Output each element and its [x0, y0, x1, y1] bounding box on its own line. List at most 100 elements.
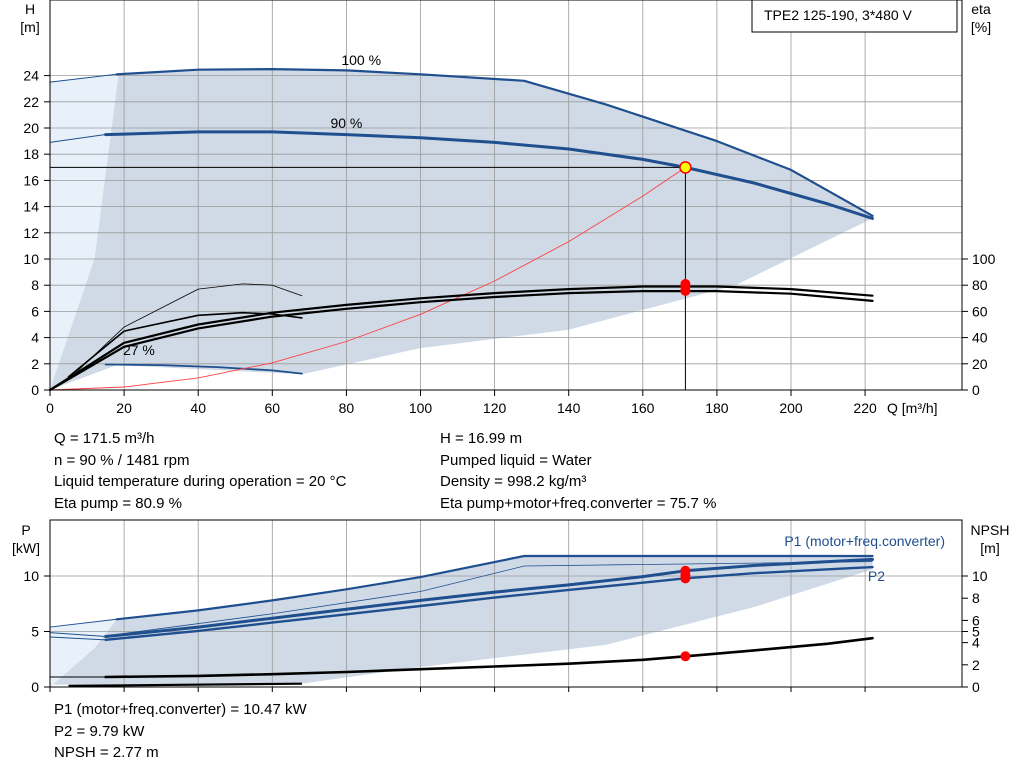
- curve-90: [104, 130, 874, 220]
- y-tick-label: 10: [23, 568, 39, 584]
- y2-tick-label: 2: [972, 657, 980, 673]
- lower-duty-markers: [680, 565, 691, 662]
- y-axis-unit: [m]: [20, 19, 39, 35]
- curve-100-extension: [49, 73, 117, 83]
- info-npsh: NPSH = 2.77 m: [54, 744, 159, 761]
- info-speed: n = 90 % / 1481 rpm: [54, 451, 190, 469]
- x-tick-label: 180: [705, 400, 729, 416]
- y2-tick-label: 40: [972, 330, 988, 346]
- curve-27: [104, 363, 303, 375]
- p1-curve: [104, 557, 874, 638]
- info-eta-total: Eta pump+motor+freq.converter = 75.7 %: [440, 494, 717, 512]
- x-tick-label: 220: [853, 400, 877, 416]
- y2-tick-label: 10: [972, 568, 988, 584]
- x-tick-label: 80: [339, 400, 355, 416]
- operating-area-polygon: [50, 69, 873, 391]
- p2-curve: [104, 565, 874, 641]
- y-tick-label: 5: [31, 624, 39, 640]
- label-90: 90 %: [330, 115, 362, 131]
- info-flow: Q = 171.5 m³/h: [54, 430, 155, 447]
- label-p1: P1 (motor+freq.converter): [784, 533, 945, 549]
- y-tick-label: 24: [23, 68, 39, 84]
- info-density: Density = 998.2 kg/m³: [440, 473, 587, 490]
- y-tick-label: 0: [31, 382, 39, 398]
- x-tick-label: 60: [265, 400, 281, 416]
- title-box: [751, 0, 958, 33]
- y-tick-label: 0: [31, 679, 39, 695]
- y2-tick-label: 80: [972, 277, 988, 293]
- power-area-polygon: [50, 556, 873, 687]
- system-curve: [49, 166, 686, 391]
- curve-100: [115, 67, 874, 217]
- y-tick-label: 18: [23, 146, 39, 162]
- p-mid-marker: [680, 569, 691, 580]
- eta-curve-1: [48, 285, 874, 392]
- label-p2: P2: [868, 568, 885, 584]
- eta-curve-low-1: [67, 311, 303, 378]
- info-p1: P1 (motor+freq.converter) = 10.47 kW: [54, 701, 307, 718]
- y2-tick-label: 0: [972, 382, 980, 398]
- y-axis-label: P: [21, 522, 30, 538]
- x-tick-label: 160: [631, 400, 655, 416]
- p-max-curve: [115, 554, 874, 621]
- y2-tick-label: 6: [972, 612, 980, 628]
- y2-tick-label: 5: [972, 624, 980, 640]
- label-27: 27 %: [123, 342, 155, 358]
- chart-title: TPE2 125-190, 3*480 V: [764, 7, 913, 23]
- y2-axis-unit: [m]: [980, 540, 999, 556]
- x-tick-label: 20: [116, 400, 132, 416]
- y-tick-label: 4: [31, 330, 39, 346]
- p-max-thin: [105, 561, 873, 637]
- y-tick-label: 20: [23, 120, 39, 136]
- eta-marker: [680, 281, 691, 292]
- info-head: H = 16.99 m: [440, 430, 523, 447]
- p-low-curve: [68, 682, 302, 687]
- upper-duty-markers: [50, 161, 692, 390]
- upper-curves: 100 % 90 % 27 %: [48, 52, 874, 392]
- info-p2: P2 = 9.79 kW: [54, 722, 145, 740]
- y-axis-label: H: [25, 1, 35, 17]
- label-100: 100 %: [341, 52, 381, 68]
- y-tick-label: 6: [31, 303, 39, 319]
- y2-tick-label: 4: [972, 635, 980, 651]
- y2-tick-label: 100: [972, 251, 996, 267]
- info-pumped-liquid: Pumped liquid = Water: [440, 451, 592, 469]
- duty-info-left: Q = 171.5 m³/h n = 90 % / 1481 rpm Liqui…: [54, 428, 346, 514]
- y-tick-label: 12: [23, 225, 39, 241]
- lower-curves: P1 (motor+freq.converter) P2: [49, 533, 945, 687]
- y2-axis-label: eta: [971, 1, 991, 17]
- head-efficiency-plot: 100 %90 %27 % 0 20 40 60 80 100 120 140 160 180 20…: [20, 0, 996, 416]
- npsh-marker: [680, 651, 691, 662]
- lower-grid: [50, 520, 962, 687]
- x-axis-label: Q [m³/h]: [887, 400, 938, 416]
- p2-extension: [49, 636, 106, 641]
- y2-tick-label: 0: [972, 679, 980, 695]
- x-tick-label: 40: [190, 400, 206, 416]
- p1-extension: [49, 632, 106, 637]
- y2-axis-label: NPSH: [971, 522, 1010, 538]
- y2-axis-unit: [%]: [971, 19, 991, 35]
- curve-90-extension: [49, 134, 106, 143]
- y-tick-label: 14: [23, 199, 39, 215]
- x-tick-label: 120: [483, 400, 507, 416]
- y-tick-label: 8: [31, 277, 39, 293]
- duty-info-right: H = 16.99 m Pumped liquid = Water Densit…: [440, 428, 716, 514]
- p-top-extension: [49, 618, 117, 628]
- eta-curve-2: [48, 290, 874, 392]
- y-tick-label: 16: [23, 172, 39, 188]
- info-eta-pump: Eta pump = 80.9 %: [54, 494, 182, 512]
- y2-tick-label: 8: [972, 590, 980, 606]
- power-npsh-plot: P1 (motor+freq.converter)P2 051002456810…: [12, 519, 1009, 695]
- y2-tick-label: 60: [972, 303, 988, 319]
- info-liquid-temp: Liquid temperature during operation = 20…: [54, 473, 347, 490]
- x-tick-label: 100: [409, 400, 433, 416]
- y-tick-label: 2: [31, 356, 39, 372]
- y-tick-label: 10: [23, 251, 39, 267]
- x-tick-label: 140: [557, 400, 581, 416]
- upper-axes: 0 20 40 60 80 100 120 140 160 180 200 2200246810121…: [20, 1, 995, 416]
- eta-curve-thin: [68, 283, 303, 380]
- npsh-curve: [104, 636, 874, 679]
- y2-tick-label: 20: [972, 356, 988, 372]
